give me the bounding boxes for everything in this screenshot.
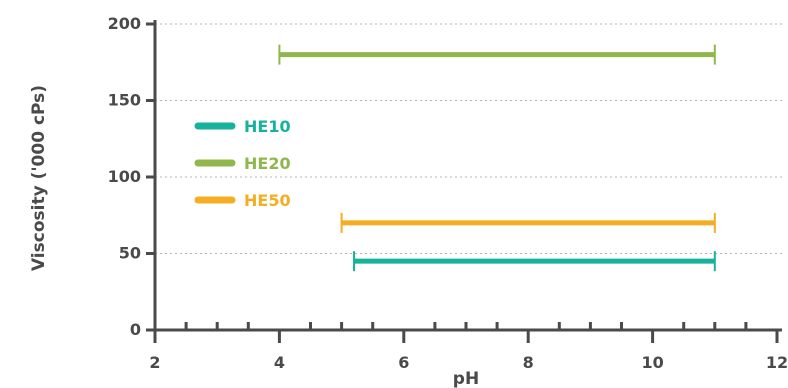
x-tick-label-10: 10: [641, 353, 663, 372]
legend: HE10 HE20 HE50: [194, 117, 291, 210]
y-tick-label-100: 100: [108, 167, 141, 186]
axis-ticks: [146, 22, 779, 343]
series-layer: [278, 44, 716, 272]
y-tick-label-150: 150: [108, 91, 141, 110]
y-axis-title: Viscosity ('000 cPs): [29, 85, 49, 271]
x-tick-label-4: 4: [274, 353, 285, 372]
y-tick-label-0: 0: [130, 320, 141, 339]
legend-label-he10: HE10: [244, 117, 291, 136]
x-tick-label-6: 6: [398, 353, 409, 372]
x-tick-label-2: 2: [149, 353, 160, 372]
x-tick-label-8: 8: [523, 353, 534, 372]
y-tick-label-200: 200: [108, 14, 141, 33]
x-axis-title: pH: [453, 369, 479, 388]
tick-labels: 0 50 100 150 200 2 4 6 8 10 12: [108, 14, 788, 372]
y-tick-label-50: 50: [119, 244, 141, 263]
x-tick-label-12: 12: [766, 353, 788, 372]
gridlines: [155, 23, 782, 254]
legend-label-he20: HE20: [244, 154, 291, 173]
legend-label-he50: HE50: [244, 191, 291, 210]
axes: [153, 20, 782, 332]
